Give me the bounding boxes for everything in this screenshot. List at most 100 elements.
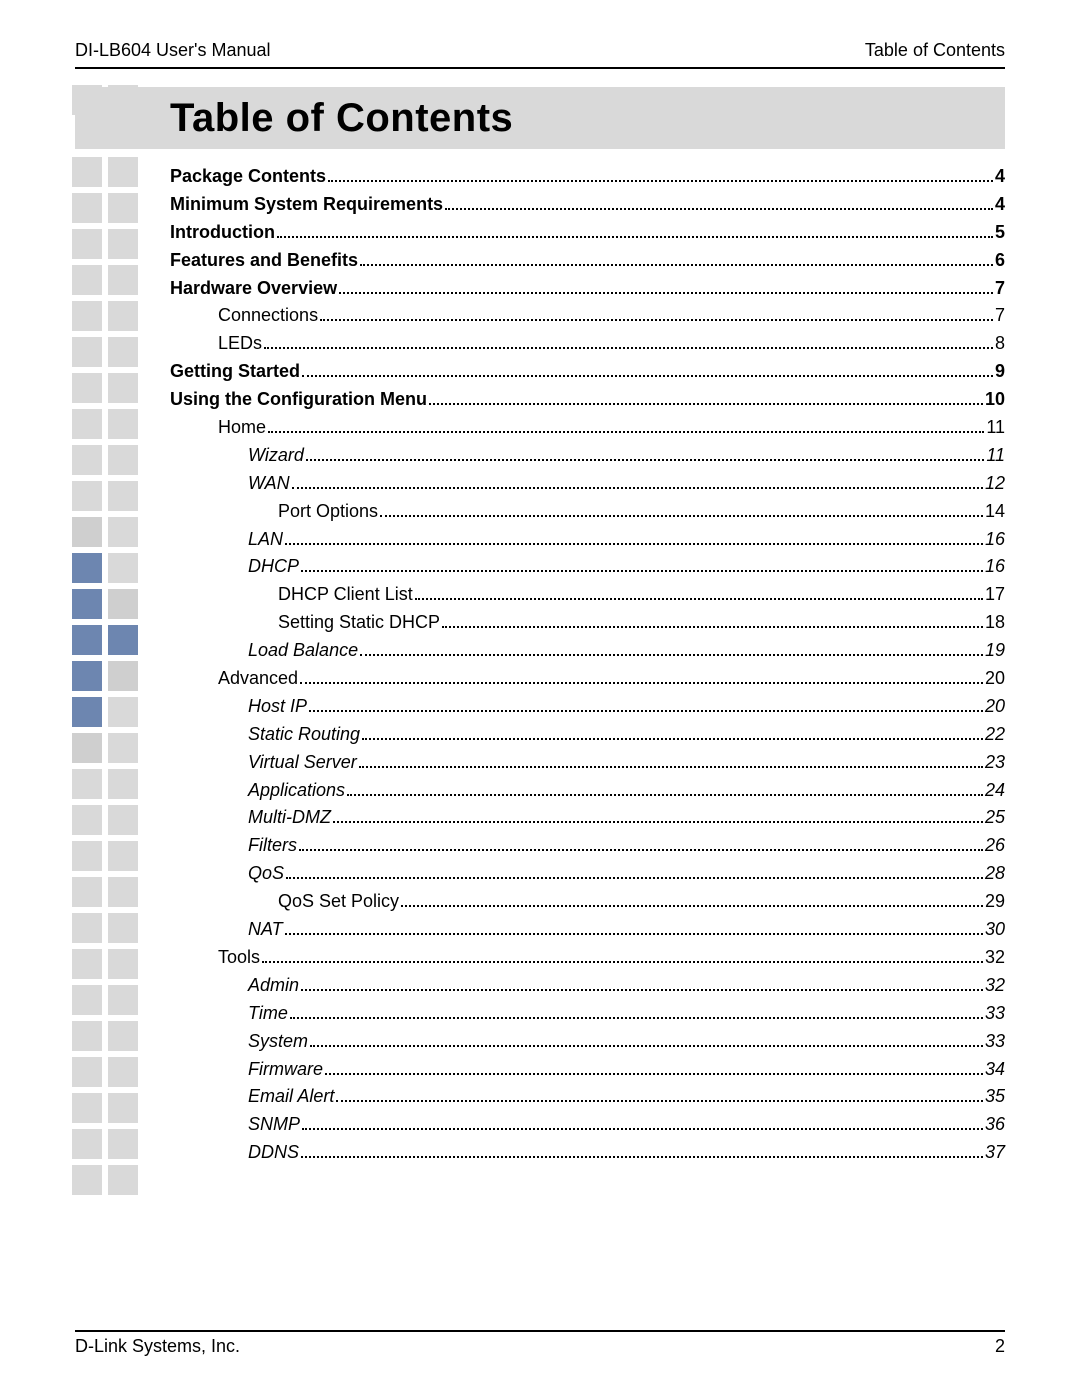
toc-label: Load Balance	[248, 637, 358, 665]
toc-leader-dots	[339, 279, 993, 293]
toc-entry: QoS Set Policy 29	[170, 888, 1005, 916]
toc-leader-dots	[380, 502, 983, 516]
toc-page: 33	[985, 1000, 1005, 1028]
toc-page: 34	[985, 1056, 1005, 1084]
toc-label: DHCP Client List	[278, 581, 413, 609]
toc-label: DDNS	[248, 1139, 299, 1167]
toc-page: 11	[986, 442, 1005, 470]
footer-page-number: 2	[995, 1336, 1005, 1357]
toc-entry: Firmware 34	[170, 1056, 1005, 1084]
toc-entry: QoS 28	[170, 860, 1005, 888]
toc-label: Admin	[248, 972, 299, 1000]
toc-leader-dots	[264, 335, 993, 349]
toc-page: 10	[985, 386, 1005, 414]
toc-label: LEDs	[218, 330, 262, 358]
toc-label: QoS Set Policy	[278, 888, 399, 916]
toc-entry: LAN 16	[170, 526, 1005, 554]
toc-entry: Admin 32	[170, 972, 1005, 1000]
toc-page: 32	[985, 972, 1005, 1000]
header-left: DI-LB604 User's Manual	[75, 40, 271, 61]
toc-label: Applications	[248, 777, 345, 805]
toc-label: WAN	[248, 470, 290, 498]
page: DI-LB604 User's Manual Table of Contents…	[75, 40, 1005, 1167]
toc-page: 14	[985, 498, 1005, 526]
toc-page: 6	[995, 247, 1005, 275]
toc-label: QoS	[248, 860, 284, 888]
toc-entry: Features and Benefits 6	[170, 247, 1005, 275]
toc-label: Using the Configuration Menu	[170, 386, 427, 414]
toc-page: 26	[985, 832, 1005, 860]
toc-entry: LEDs 8	[170, 330, 1005, 358]
toc-leader-dots	[328, 168, 993, 182]
toc-label: Home	[218, 414, 266, 442]
toc-page: 4	[995, 191, 1005, 219]
toc-entry: DHCP Client List 17	[170, 581, 1005, 609]
toc-label: Virtual Server	[248, 749, 357, 777]
toc-leader-dots	[301, 558, 983, 572]
toc-entry: Filters 26	[170, 832, 1005, 860]
toc-entry: DDNS 37	[170, 1139, 1005, 1167]
toc-label: Firmware	[248, 1056, 323, 1084]
toc-leader-dots	[290, 1004, 983, 1018]
toc-label: SNMP	[248, 1111, 300, 1139]
toc-page: 17	[985, 581, 1005, 609]
toc-page: 28	[985, 860, 1005, 888]
toc-page: 18	[985, 609, 1005, 637]
toc-leader-dots	[362, 725, 983, 739]
header-right: Table of Contents	[865, 40, 1005, 61]
toc-leader-dots	[320, 307, 993, 321]
toc-page: 7	[995, 302, 1005, 330]
toc-leader-dots	[262, 949, 983, 963]
toc-page: 32	[985, 944, 1005, 972]
toc-entry: Email Alert 35	[170, 1083, 1005, 1111]
toc-leader-dots	[302, 363, 993, 377]
page-footer: D-Link Systems, Inc. 2	[75, 1330, 1005, 1357]
toc-page: 4	[995, 163, 1005, 191]
toc-label: DHCP	[248, 553, 299, 581]
toc-label: Multi-DMZ	[248, 804, 331, 832]
toc-page: 20	[985, 665, 1005, 693]
toc-entry: Static Routing 22	[170, 721, 1005, 749]
toc-leader-dots	[359, 753, 983, 767]
toc-leader-dots	[442, 614, 983, 628]
toc-page: 35	[985, 1083, 1005, 1111]
toc-entry: Minimum System Requirements 4	[170, 191, 1005, 219]
toc-label: Introduction	[170, 219, 275, 247]
toc-entry: Wizard 11	[170, 442, 1005, 470]
toc-leader-dots	[300, 670, 983, 684]
toc-page: 30	[985, 916, 1005, 944]
toc-leader-dots	[360, 251, 993, 265]
toc-leader-dots	[336, 1088, 983, 1102]
toc-page: 22	[985, 721, 1005, 749]
toc-leader-dots	[429, 391, 983, 405]
toc-page: 36	[985, 1111, 1005, 1139]
toc-leader-dots	[309, 698, 983, 712]
toc-leader-dots	[325, 1060, 983, 1074]
toc-leader-dots	[285, 530, 983, 544]
square-icon	[108, 1165, 138, 1195]
toc-leader-dots	[306, 447, 984, 461]
toc-leader-dots	[285, 921, 983, 935]
toc-leader-dots	[286, 865, 983, 879]
toc-label: NAT	[248, 916, 283, 944]
toc-label: Advanced	[218, 665, 298, 693]
toc-entry: Home 11	[170, 414, 1005, 442]
toc-label: LAN	[248, 526, 283, 554]
toc-entry: Advanced 20	[170, 665, 1005, 693]
toc-leader-dots	[333, 809, 983, 823]
toc-label: Package Contents	[170, 163, 326, 191]
toc-label: Wizard	[248, 442, 304, 470]
toc-page: 7	[995, 275, 1005, 303]
title-band: Table of Contents	[75, 87, 1005, 149]
toc-page: 8	[995, 330, 1005, 358]
toc-leader-dots	[277, 223, 993, 237]
toc-entry: Tools 32	[170, 944, 1005, 972]
toc-entry: WAN 12	[170, 470, 1005, 498]
toc-entry: NAT 30	[170, 916, 1005, 944]
toc-entry: Multi-DMZ 25	[170, 804, 1005, 832]
toc-page: 33	[985, 1028, 1005, 1056]
toc-page: 9	[995, 358, 1005, 386]
toc-label: Setting Static DHCP	[278, 609, 440, 637]
toc-leader-dots	[292, 474, 983, 488]
toc-entry: SNMP 36	[170, 1111, 1005, 1139]
